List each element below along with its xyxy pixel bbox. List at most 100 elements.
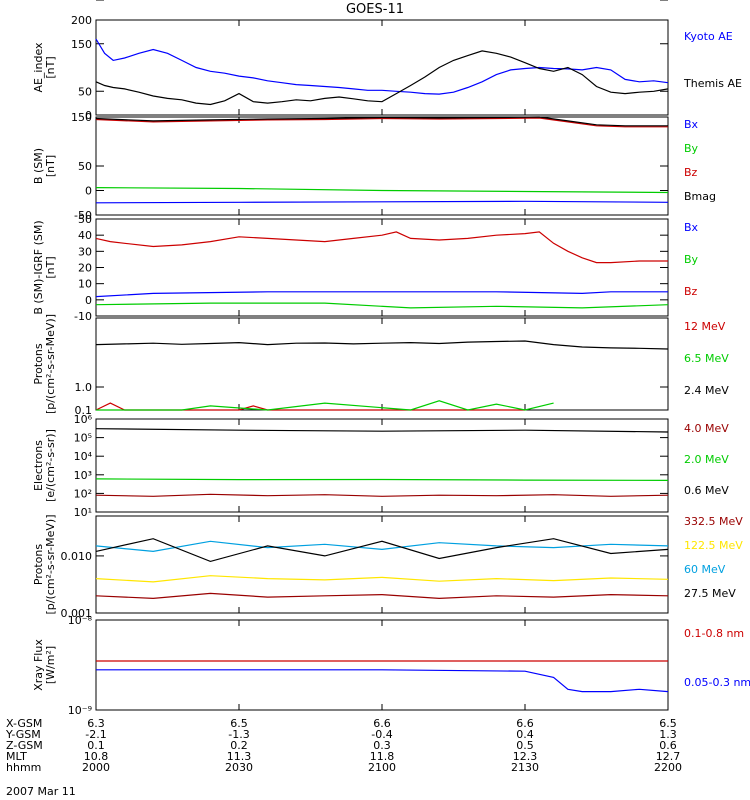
y-axis-label: AE_index bbox=[32, 42, 45, 93]
legend-entry: 6.5 MeV bbox=[684, 352, 729, 365]
x-row-value: 12.7 bbox=[656, 750, 681, 763]
legend-entry: 2.4 MeV bbox=[684, 384, 729, 397]
y-tick-label: 10¹ bbox=[74, 506, 92, 519]
legend-entry: 2.0 MeV bbox=[684, 453, 729, 466]
x-row-label: X-GSM bbox=[6, 717, 42, 730]
x-row-value: 11.8 bbox=[370, 750, 395, 763]
series-line-bdiff-1 bbox=[95, 302, 669, 309]
x-row-label: MLT bbox=[6, 750, 27, 763]
y-axis-label: [nT] bbox=[44, 56, 57, 78]
x-row-label: Z-GSM bbox=[6, 739, 43, 752]
y-tick-label: 50 bbox=[78, 213, 92, 226]
y-axis-label: B (SM)-IGRF (SM) bbox=[32, 220, 45, 314]
y-tick-label: 1000.0 bbox=[54, 0, 93, 3]
x-row-value: 6.5 bbox=[659, 717, 677, 730]
y-axis-label: Protons bbox=[32, 544, 45, 585]
x-row-value: 2030 bbox=[225, 761, 253, 774]
legend-entry: 122.5 MeV bbox=[684, 539, 743, 552]
series-line-protons_lo-3 bbox=[95, 538, 669, 563]
series-line-electrons-1 bbox=[95, 478, 669, 481]
y-tick-label: 150 bbox=[71, 38, 92, 51]
panel-frame bbox=[95, 418, 669, 513]
legend-entry: Bmag bbox=[684, 190, 716, 203]
legend-entry: 60 MeV bbox=[684, 563, 726, 576]
series-line-electrons-2 bbox=[95, 428, 669, 433]
legend-entry: Bx bbox=[684, 118, 699, 131]
legend-entry: 12 MeV bbox=[684, 320, 726, 333]
legend-entry: Bx bbox=[684, 221, 699, 234]
y-axis-label: [nT] bbox=[44, 155, 57, 177]
figure-title: GOES-11 bbox=[346, 2, 404, 17]
panel-frame bbox=[95, 19, 669, 116]
panel-frame bbox=[95, 218, 669, 317]
y-axis-label: [p/(cm²-s-sr-MeV)] bbox=[44, 515, 57, 615]
y-axis-label: B (SM) bbox=[32, 148, 45, 184]
x-row-value: 12.3 bbox=[513, 750, 538, 763]
y-tick-label: 10 bbox=[78, 278, 92, 291]
x-row-value: 0.6 bbox=[659, 739, 677, 752]
panel-frame bbox=[95, 619, 669, 711]
series-line-bsm-3 bbox=[95, 116, 668, 127]
series-line-protons_hi-1 bbox=[96, 400, 554, 411]
legend-entry: 0.1-0.8 nm bbox=[684, 627, 744, 640]
legend-entry: Themis AE bbox=[683, 77, 742, 90]
x-row-value: 1.3 bbox=[659, 728, 677, 741]
series-line-bsm-2 bbox=[95, 117, 668, 128]
x-row-value: -0.4 bbox=[371, 728, 392, 741]
x-row-value: 0.1 bbox=[87, 739, 105, 752]
y-tick-label: 10⁵ bbox=[74, 432, 92, 445]
legend-entry: 27.5 MeV bbox=[684, 587, 736, 600]
y-tick-label: 1.0 bbox=[75, 381, 93, 394]
series-line-bdiff-2 bbox=[95, 231, 668, 264]
series-line-protons_hi-0 bbox=[95, 402, 525, 411]
x-row-value: 6.5 bbox=[230, 717, 248, 730]
series-line-protons_lo-0 bbox=[95, 592, 669, 600]
x-row-value: -2.1 bbox=[85, 728, 106, 741]
legend-entry: 0.6 MeV bbox=[684, 484, 729, 497]
legend-entry: Bz bbox=[684, 166, 698, 179]
y-axis-label: [nT] bbox=[44, 256, 57, 278]
x-row-value: 6.3 bbox=[87, 717, 105, 730]
y-axis-label: Electrons bbox=[32, 440, 45, 491]
panel-frame bbox=[95, 116, 669, 216]
series-line-bsm-1 bbox=[95, 187, 669, 194]
y-tick-label: 100 bbox=[71, 0, 92, 3]
y-tick-label: 10⁴ bbox=[74, 450, 93, 463]
y-tick-label: 10³ bbox=[74, 469, 92, 482]
y-tick-label: 10⁻⁹ bbox=[68, 704, 92, 717]
y-tick-label: 40 bbox=[78, 229, 92, 242]
y-tick-label: 100.0 bbox=[61, 0, 93, 3]
series-line-protons_hi-2 bbox=[95, 340, 669, 350]
x-row-value: 10.8 bbox=[84, 750, 109, 763]
x-row-value: 11.3 bbox=[227, 750, 252, 763]
legend-entry: Kyoto AE bbox=[684, 30, 733, 43]
series-line-bdiff-0 bbox=[95, 291, 668, 298]
series-line-protons_lo-1 bbox=[95, 575, 669, 583]
x-axis-rows: X-GSM 6.3 6.5 6.6 6.6 6.5 Y-GSM -2.1 -1.3 -0.4 0.4… bbox=[5, 717, 682, 774]
legend-entry: 332.5 MeV bbox=[684, 515, 743, 528]
y-axis-label: [p/(cm²-s-sr-MeV)] bbox=[44, 314, 57, 414]
panel-protons_lo: 0.001 0.010 Protons [p/(cm²-s-sr-MeV)] 332.5… bbox=[32, 515, 743, 621]
y-axis-label: Protons bbox=[32, 343, 45, 384]
y-tick-label: 0.001 bbox=[61, 607, 93, 620]
y-tick-label: 200 bbox=[71, 14, 92, 27]
y-tick-label: 10.0 bbox=[68, 0, 93, 3]
x-row-value: 6.6 bbox=[516, 717, 534, 730]
y-tick-label: 30 bbox=[78, 245, 92, 258]
x-row-value: 0.4 bbox=[516, 728, 534, 741]
series-line-bsm-0 bbox=[95, 200, 669, 204]
panel-frame bbox=[95, 515, 669, 614]
date-label: 2007 Mar 11 bbox=[6, 785, 76, 798]
panel-frame bbox=[95, 317, 669, 411]
y-tick-label: 0.010 bbox=[61, 550, 93, 563]
x-row-label: Y-GSM bbox=[5, 728, 41, 741]
legend-entry: By bbox=[684, 142, 699, 155]
panel-ae: 0 50 100 150 200 AE_index[nT] Kyoto AE Themis A… bbox=[32, 0, 742, 122]
y-axis-label: [W/m²] bbox=[44, 646, 57, 684]
y-tick-label: 0.1 bbox=[75, 404, 93, 417]
panel-electrons: 10¹ 10² 10³ 10⁴ 10⁵ 10⁶ Electrons [e/(cm²-s-sr)… bbox=[32, 413, 729, 519]
y-tick-label: 10⁶ bbox=[74, 413, 93, 426]
